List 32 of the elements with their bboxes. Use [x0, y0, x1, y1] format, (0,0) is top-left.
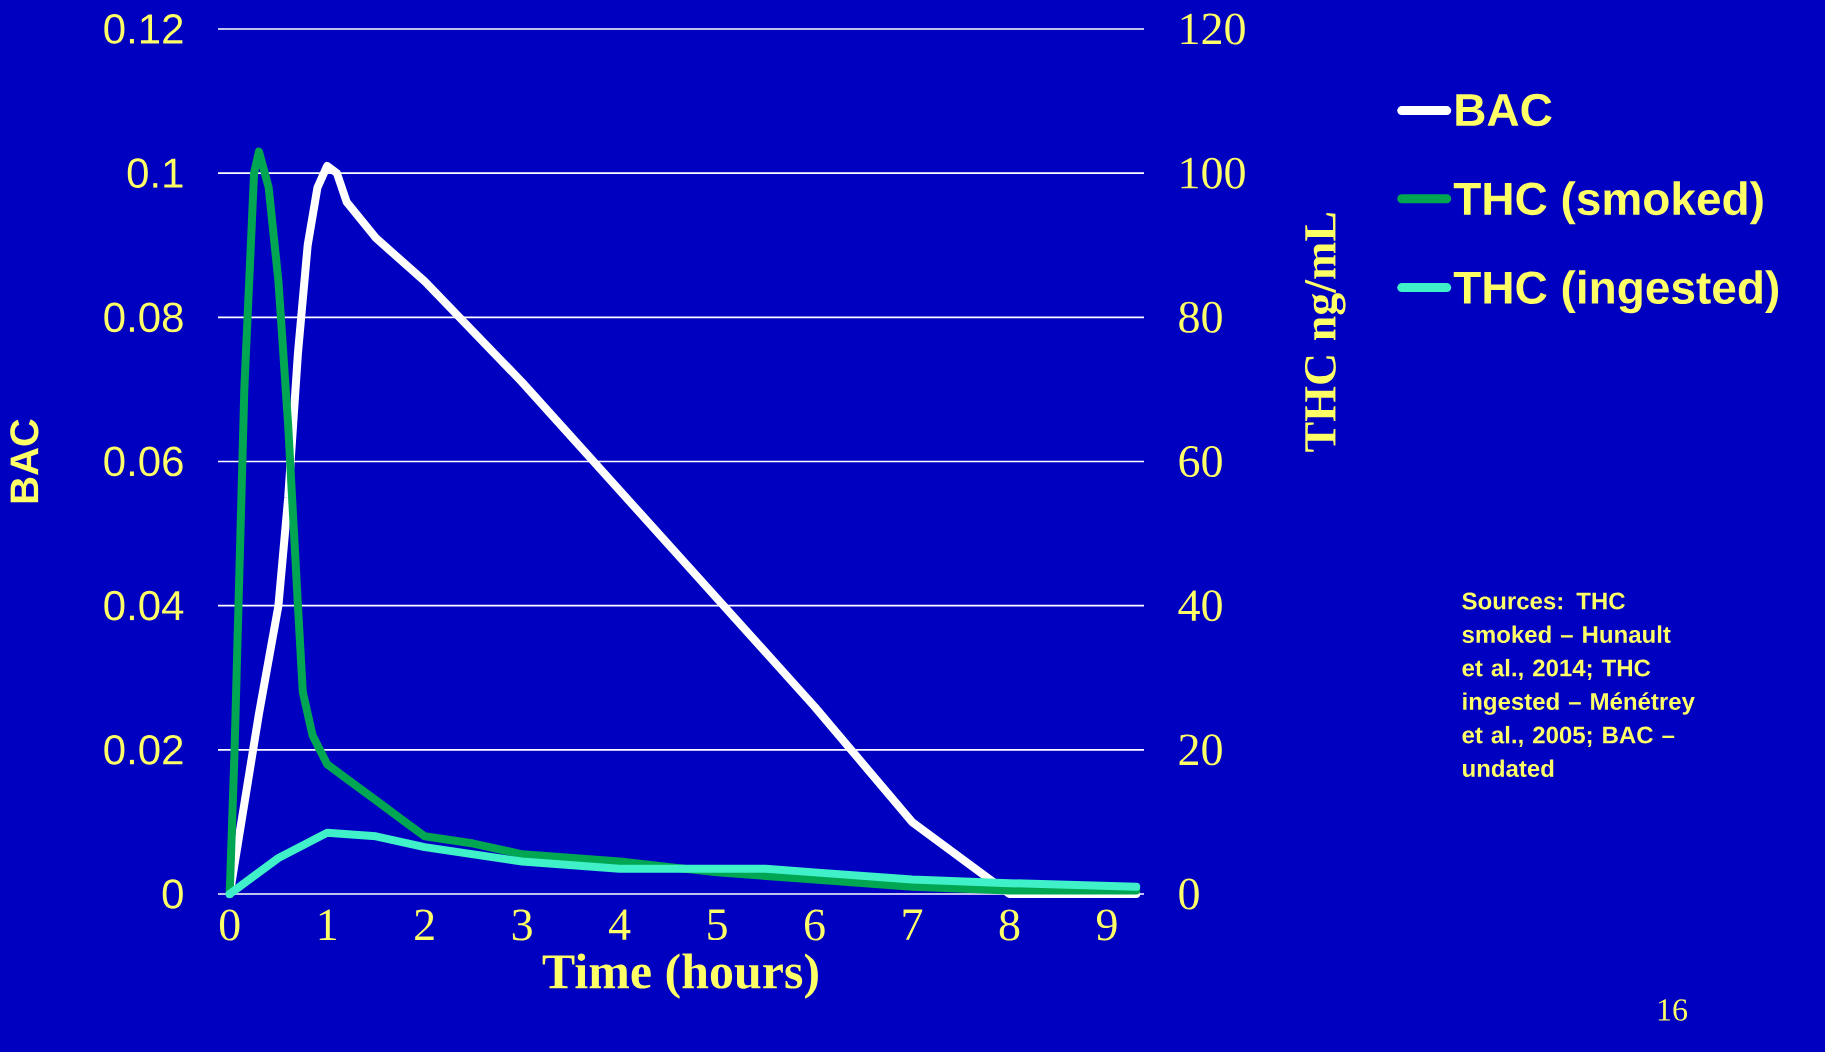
y-tick-label: 0.1 — [127, 158, 183, 189]
y2-tick-label: 100 — [1181, 157, 1245, 189]
legend-label: THC (smoked) — [1453, 181, 1763, 225]
y-tick-label: 0.08 — [104, 302, 183, 333]
x-tick-label: 9 — [1096, 909, 1117, 941]
y-tick-label: 0.12 — [104, 14, 183, 44]
y-tick-label: 0.06 — [104, 446, 183, 477]
y2-tick-label: 80 — [1179, 301, 1222, 333]
y2-axis-title: THC ng/mL — [1304, 212, 1346, 452]
x-tick-label: 0 — [219, 909, 240, 941]
legend-label: BAC — [1456, 93, 1552, 127]
y-tick-label: 0 — [162, 879, 183, 909]
y2-tick-label: 20 — [1179, 734, 1222, 766]
y2-tick-label: 40 — [1178, 590, 1222, 622]
x-tick-label: 5 — [708, 909, 727, 941]
x-tick-label: 4 — [608, 909, 631, 940]
y2-tick-label: 120 — [1181, 13, 1245, 45]
x-axis-title: Time (hours) — [542, 953, 818, 999]
x-tick-label: 2 — [415, 909, 434, 940]
x-tick-label: 1 — [319, 909, 336, 940]
x-tick-label: 3 — [512, 909, 532, 941]
y-tick-label: 0.02 — [104, 734, 183, 765]
y-axis-title: BAC — [10, 419, 39, 503]
x-tick-label: 8 — [999, 909, 1020, 941]
y2-tick-label: 0 — [1179, 878, 1199, 910]
legend-label: THC (ingested) — [1453, 270, 1779, 314]
x-tick-label: 7 — [903, 909, 923, 940]
source-note: Sources: THC smoked – Hunault et al., 2014; THC ingested – Ménétrey et al., 2005; BAC – undated — [1462, 592, 1695, 778]
y-tick-label: 0.04 — [104, 590, 184, 621]
y2-tick-label: 60 — [1179, 445, 1222, 478]
text: 16 — [1658, 999, 1688, 1021]
x-tick-label: 6 — [805, 909, 825, 941]
